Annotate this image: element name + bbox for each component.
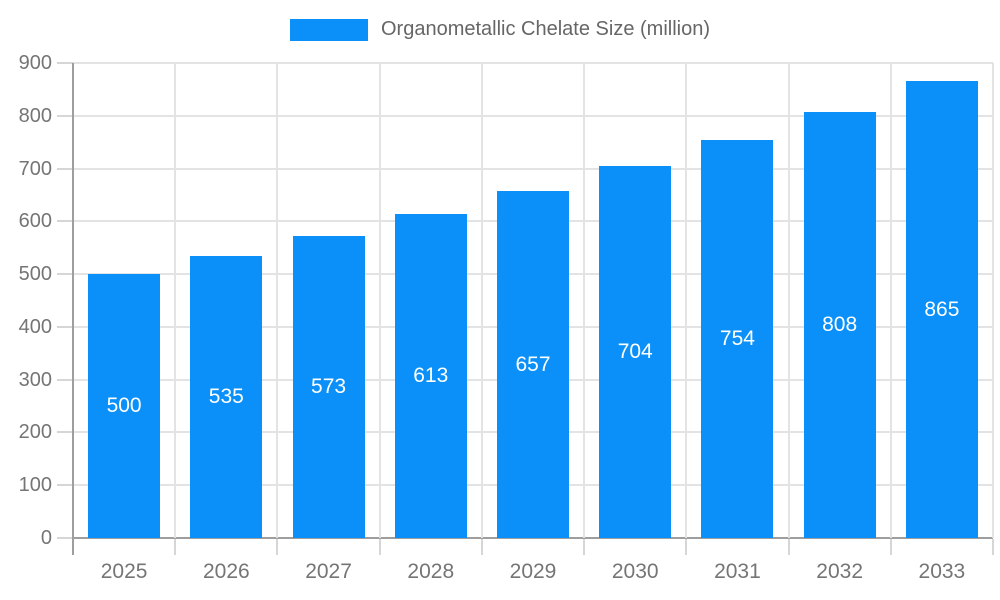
x-axis-tick	[378, 539, 381, 555]
x-axis-tick	[174, 539, 177, 555]
y-tick-label: 400	[18, 315, 52, 338]
bar: 657	[497, 191, 569, 538]
bar-value-label: 657	[515, 352, 551, 376]
y-axis-tick	[57, 273, 73, 276]
bar: 535	[190, 255, 263, 538]
gridline-vertical	[889, 63, 892, 538]
y-axis-tick	[57, 537, 73, 539]
gridline-vertical	[174, 63, 177, 538]
y-axis-tick	[57, 114, 73, 117]
bar: 613	[394, 214, 467, 538]
y-axis-tick	[57, 431, 73, 434]
x-tick-label: 2029	[509, 560, 557, 583]
bar-value-label: 704	[617, 340, 653, 364]
gridline-horizontal	[73, 167, 993, 170]
gridline-vertical	[787, 63, 790, 538]
x-tick-label: 2033	[918, 560, 966, 583]
y-tick-label: 200	[18, 421, 52, 444]
y-tick-label: 600	[18, 210, 52, 233]
y-tick-label: 900	[18, 52, 52, 74]
gridline-vertical	[685, 63, 688, 538]
y-axis-tick	[57, 484, 73, 487]
x-axis-tick	[992, 539, 994, 555]
y-tick-label: 500	[18, 263, 52, 286]
bar: 573	[292, 235, 365, 538]
bar-value-label: 573	[311, 374, 347, 398]
bar-value-label: 865	[924, 297, 960, 321]
y-axis-tick	[57, 378, 73, 381]
gridline-horizontal	[73, 114, 993, 117]
chart-legend[interactable]: Organometallic Chelate Size (million)	[0, 18, 1000, 41]
y-axis-line	[72, 63, 74, 555]
bar-value-label: 535	[208, 384, 244, 408]
bar: 808	[803, 111, 876, 538]
x-tick-label: 2030	[611, 560, 659, 583]
gridline-vertical	[378, 63, 381, 538]
y-axis-tick	[57, 325, 73, 328]
x-tick-label: 2031	[714, 560, 761, 583]
x-tick-label: 2027	[305, 560, 352, 583]
x-tick-label: 2026	[202, 560, 250, 583]
bar: 865	[905, 81, 978, 538]
bar-value-label: 500	[106, 394, 142, 418]
gridline-vertical	[583, 63, 586, 538]
bar-value-label: 754	[719, 327, 755, 351]
gridline-vertical	[276, 63, 279, 538]
x-axis-tick	[480, 539, 483, 555]
y-tick-label: 0	[40, 527, 52, 549]
bar-value-label: 613	[413, 364, 449, 388]
bar-value-label: 808	[822, 312, 858, 336]
x-axis-tick	[787, 539, 790, 555]
gridline-vertical	[992, 63, 994, 538]
x-tick-label: 2028	[407, 560, 455, 583]
x-axis-tick	[583, 539, 586, 555]
bar: 500	[88, 274, 161, 538]
y-axis-tick	[57, 220, 73, 223]
legend-swatch-icon	[289, 18, 368, 41]
gridline-vertical	[480, 63, 483, 538]
y-tick-label: 700	[18, 157, 52, 180]
y-tick-label: 800	[18, 104, 52, 127]
x-axis-tick	[685, 539, 688, 555]
y-axis-tick	[57, 167, 73, 170]
bar: 704	[599, 166, 672, 538]
x-axis-line	[73, 537, 993, 539]
legend-label: Organometallic Chelate Size (million)	[380, 18, 710, 40]
gridline-horizontal	[73, 62, 993, 64]
y-tick-label: 100	[18, 474, 52, 497]
y-axis-tick	[57, 62, 73, 64]
y-tick-label: 300	[18, 368, 52, 391]
x-tick-label: 2032	[816, 560, 864, 583]
x-tick-label: 2025	[100, 560, 148, 583]
x-axis-tick	[276, 539, 279, 555]
bar: 754	[701, 140, 774, 538]
x-axis-tick	[889, 539, 892, 555]
